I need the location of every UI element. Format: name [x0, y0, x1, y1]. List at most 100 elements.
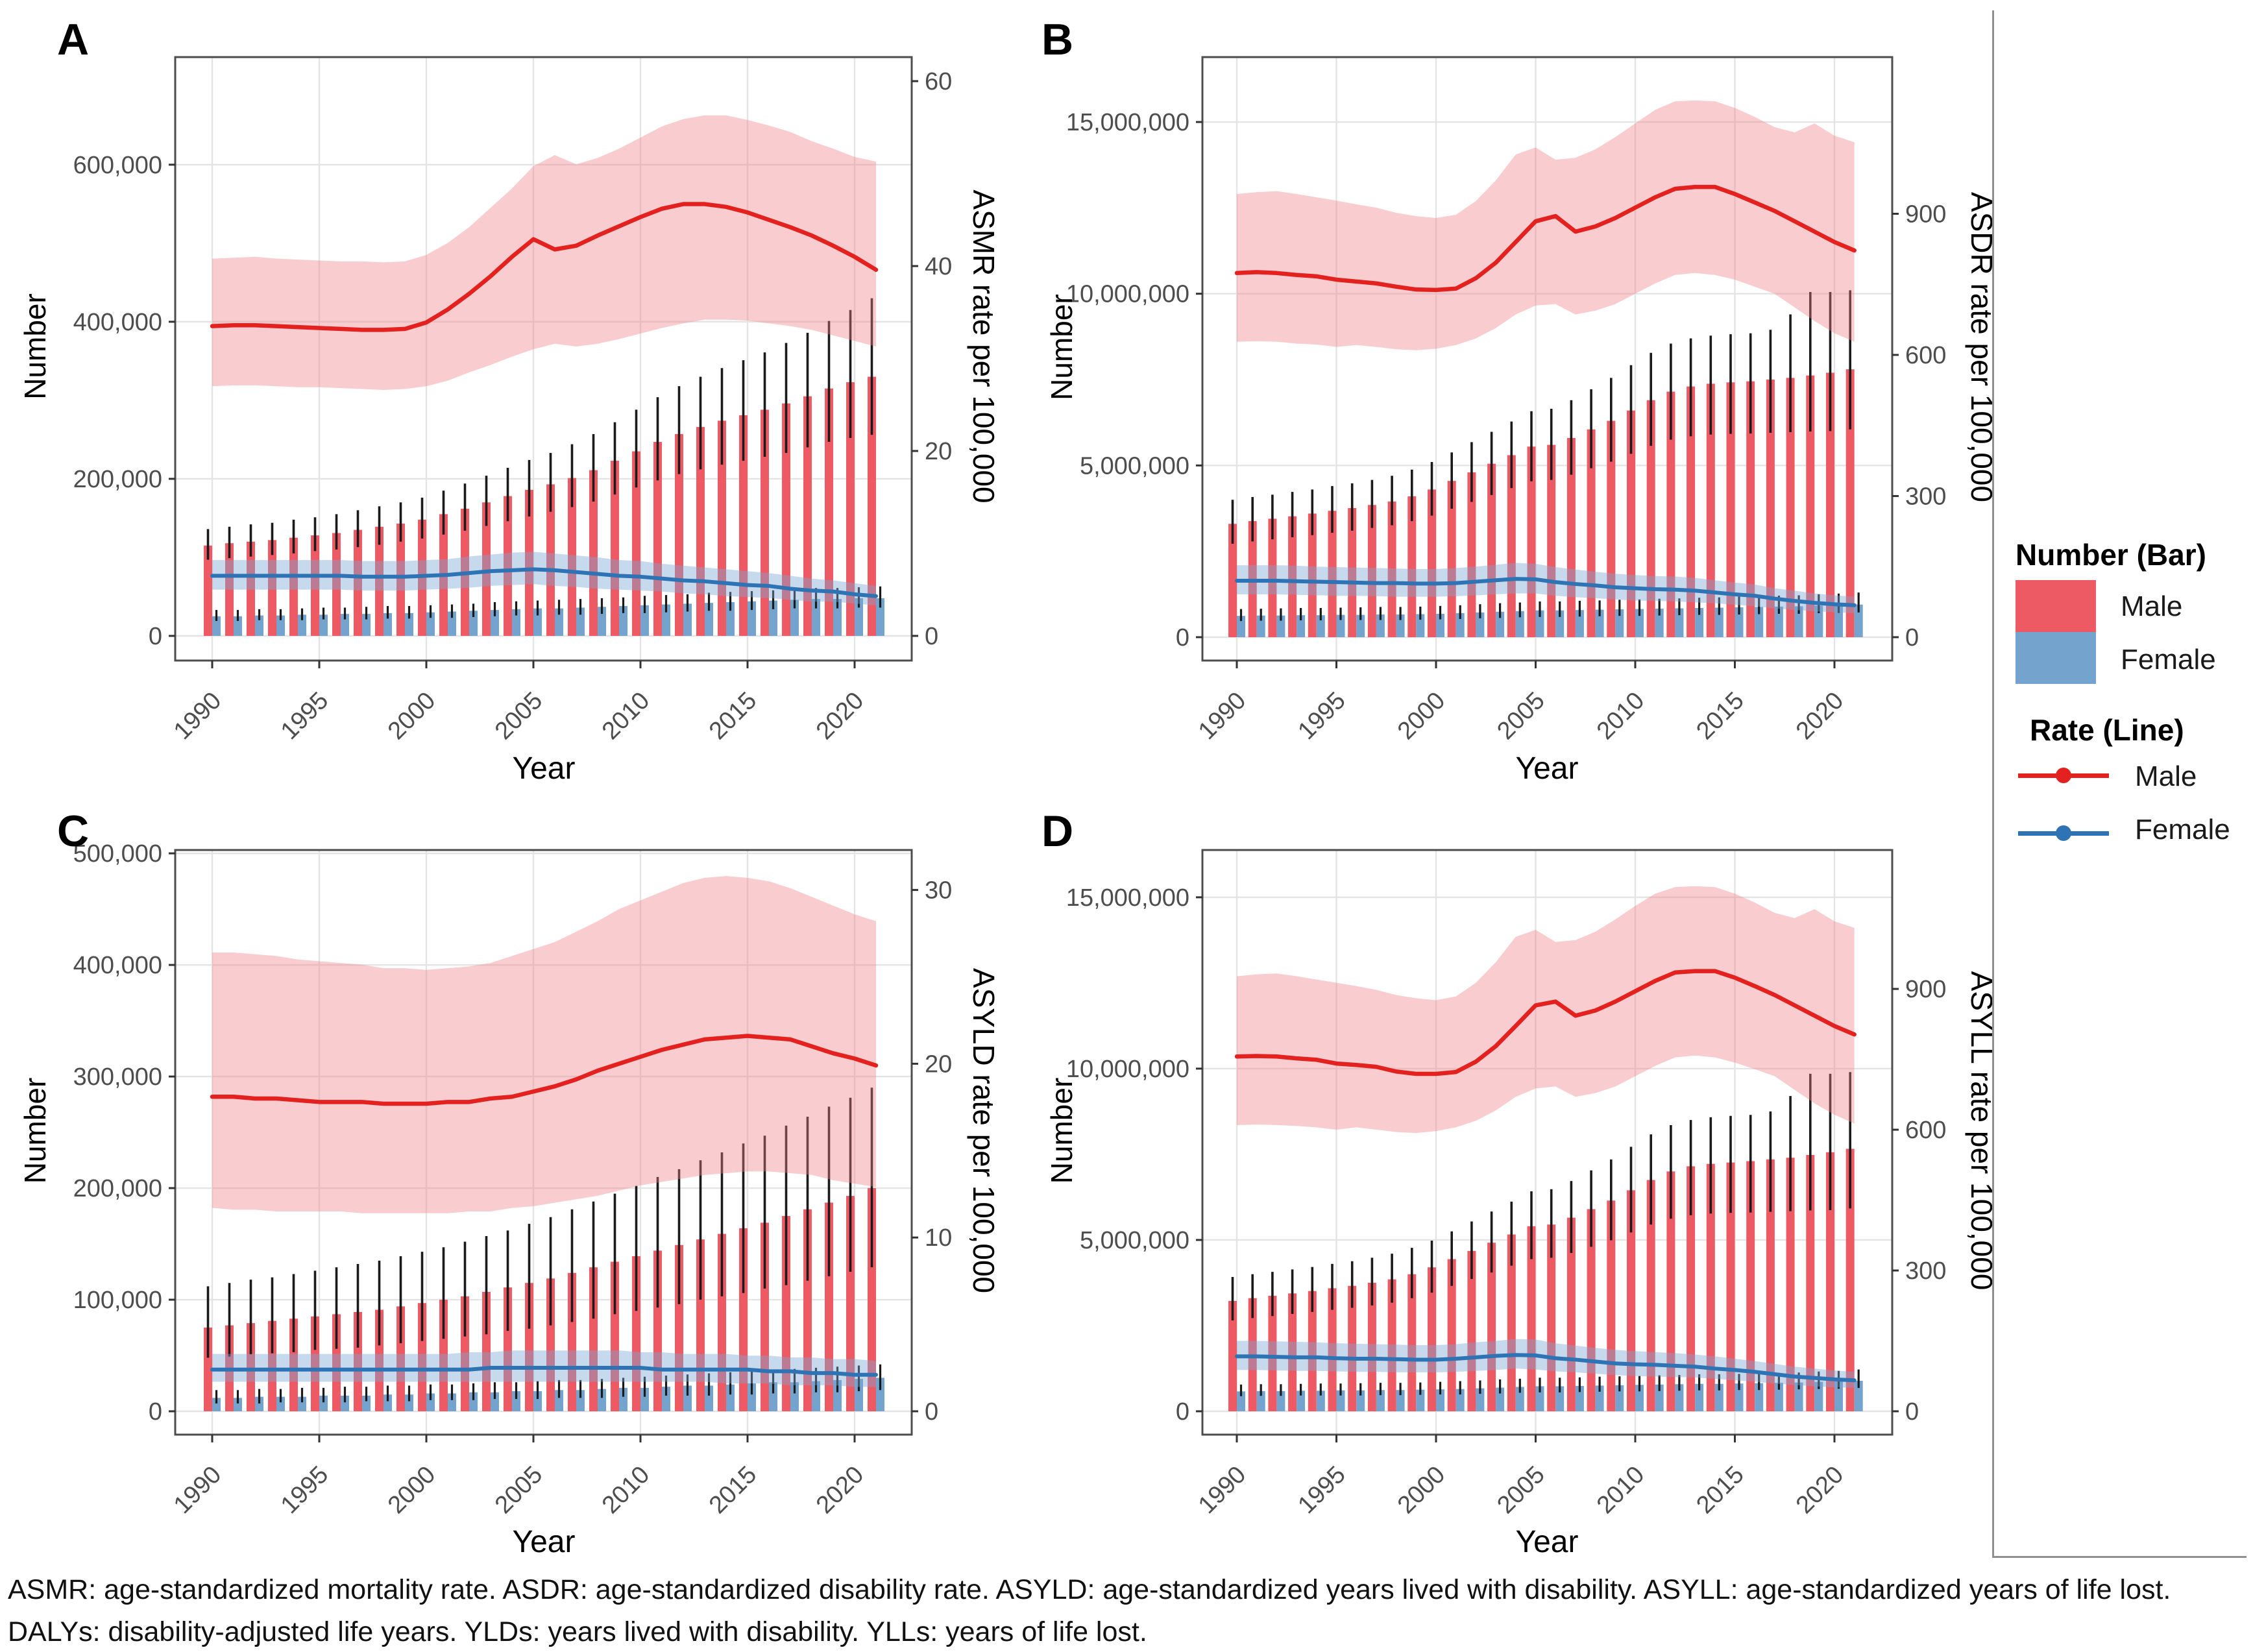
bar-female [576, 607, 585, 636]
left-tick-label: 5,000,000 [1080, 452, 1189, 480]
left-tick-label: 300,000 [73, 1063, 162, 1091]
bar-female [1515, 611, 1524, 637]
bar-female [512, 609, 520, 636]
bar-female [1515, 1387, 1524, 1411]
bar-male [546, 484, 555, 636]
bar-female [855, 1379, 863, 1411]
bar-female [276, 1396, 285, 1411]
bar-female [833, 1379, 842, 1411]
bar-male [1826, 372, 1834, 637]
bar-male [1666, 391, 1675, 637]
bar-female [448, 1393, 456, 1411]
bar-female [1854, 1381, 1863, 1411]
footnote-line-1: ASMR: age-standardized mortality rate. A… [8, 1574, 2171, 1605]
bar-male [1288, 516, 1297, 637]
legend-female-line-marker-icon [2018, 825, 2109, 841]
panel-letter: C [57, 807, 89, 856]
y-axis-title-left: Number [18, 293, 52, 400]
panel-border [174, 56, 913, 662]
bar-female [1794, 1382, 1803, 1411]
bar-female [1416, 614, 1425, 637]
bar-male [1268, 518, 1277, 637]
bar-female [1854, 604, 1863, 637]
bar-female [619, 1387, 627, 1411]
bar-male [825, 1202, 833, 1411]
left-tick-label: 100,000 [73, 1287, 162, 1314]
x-tick-label: 2015 [1691, 687, 1749, 745]
right-tick-label: 20 [925, 1051, 952, 1078]
bar-female [362, 614, 371, 636]
panel-c: 0 100,000 200,000 300,000 400,000 500,000 0 10 2… [18, 807, 1001, 1559]
bar-female [469, 611, 478, 636]
bar-male [568, 1272, 576, 1411]
bar-male [1487, 463, 1496, 637]
bar-male [225, 543, 234, 636]
bar-female [1297, 1391, 1306, 1411]
bar-female [1496, 611, 1505, 637]
bar-female [1575, 610, 1584, 637]
bar-female [405, 613, 413, 636]
bar-female [448, 611, 456, 636]
x-tick-label: 1995 [1293, 1461, 1350, 1519]
x-tick-label: 1990 [1193, 1461, 1251, 1519]
panel-letter: D [1041, 807, 1073, 856]
bar-female [1555, 610, 1565, 637]
bar-male [1726, 382, 1735, 637]
bar-male [761, 1222, 769, 1411]
bar-male [1766, 380, 1775, 637]
bar-male [761, 409, 769, 636]
bar-male [1726, 1162, 1735, 1411]
bar-male [247, 541, 255, 636]
bar-male [1646, 1180, 1655, 1411]
bar-male [718, 1233, 726, 1411]
bar-male [354, 1311, 362, 1411]
bar-female [1595, 609, 1604, 637]
ribbon-female-rate [1237, 1339, 1855, 1388]
right-tick-label: 900 [1905, 976, 1946, 1003]
bar-female [1735, 1383, 1744, 1411]
bar-male [1607, 420, 1616, 637]
bar-female [555, 1390, 563, 1411]
bar-male [1367, 1282, 1376, 1411]
bar-female [662, 604, 670, 636]
bar-male [1348, 507, 1357, 637]
bar-female [1356, 1390, 1365, 1411]
bar-male [1467, 472, 1476, 637]
left-tick-label: 10,000,000 [1066, 1056, 1189, 1083]
bar-male [1547, 1224, 1556, 1411]
panel-letter: A [57, 15, 89, 64]
panel-b: 0 5,000,000 10,000,000 15,000,000 0 300 600 900… [1041, 15, 1999, 786]
bar-female [1655, 1384, 1664, 1411]
left-tick-label: 500,000 [73, 840, 162, 868]
bar-female [1256, 1391, 1265, 1411]
x-tick-label: 1990 [1193, 687, 1251, 745]
bar-male [1746, 1161, 1755, 1411]
bar-male [1527, 446, 1536, 637]
bar-female [1336, 1390, 1345, 1411]
left-tick-label: 15,000,000 [1066, 884, 1189, 912]
legend: Number (Bar) Male Female Rate (Line) Mal… [0, 0, 2253, 845]
x-tick-label: 2005 [490, 687, 548, 745]
x-tick-label: 2000 [1393, 687, 1450, 745]
bar-male [268, 1320, 276, 1411]
line-male-rate [1234, 969, 1857, 1076]
panel-border [174, 849, 913, 1436]
x-tick-label: 2000 [383, 687, 441, 745]
bar-female [1635, 609, 1644, 637]
bar-male [1627, 1190, 1635, 1411]
bar-female [1276, 1391, 1285, 1411]
bar-male [311, 535, 319, 636]
bar-male [803, 396, 812, 636]
bar-male [1387, 501, 1396, 637]
bar-female [876, 598, 884, 636]
bar-female [855, 598, 863, 636]
line-female-rate [210, 567, 878, 598]
bar-male [1228, 524, 1237, 637]
x-tick-label: 2020 [1791, 1461, 1849, 1519]
bar-female [876, 1378, 884, 1411]
bar-male [396, 1306, 405, 1411]
bar-female [298, 1396, 306, 1411]
left-tick-label: 10,000,000 [1066, 281, 1189, 308]
error-bars [206, 298, 882, 622]
